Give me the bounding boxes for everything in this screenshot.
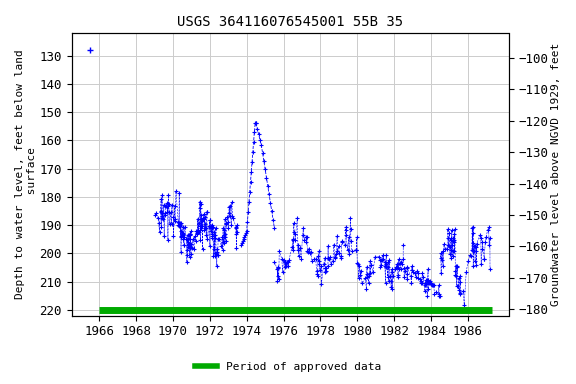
- Y-axis label: Groundwater level above NGVD 1929, feet: Groundwater level above NGVD 1929, feet: [551, 43, 561, 306]
- Y-axis label: Depth to water level, feet below land
 surface: Depth to water level, feet below land su…: [15, 50, 37, 299]
- Legend: Period of approved data: Period of approved data: [191, 358, 385, 377]
- Title: USGS 364116076545001 55B 35: USGS 364116076545001 55B 35: [177, 15, 403, 29]
